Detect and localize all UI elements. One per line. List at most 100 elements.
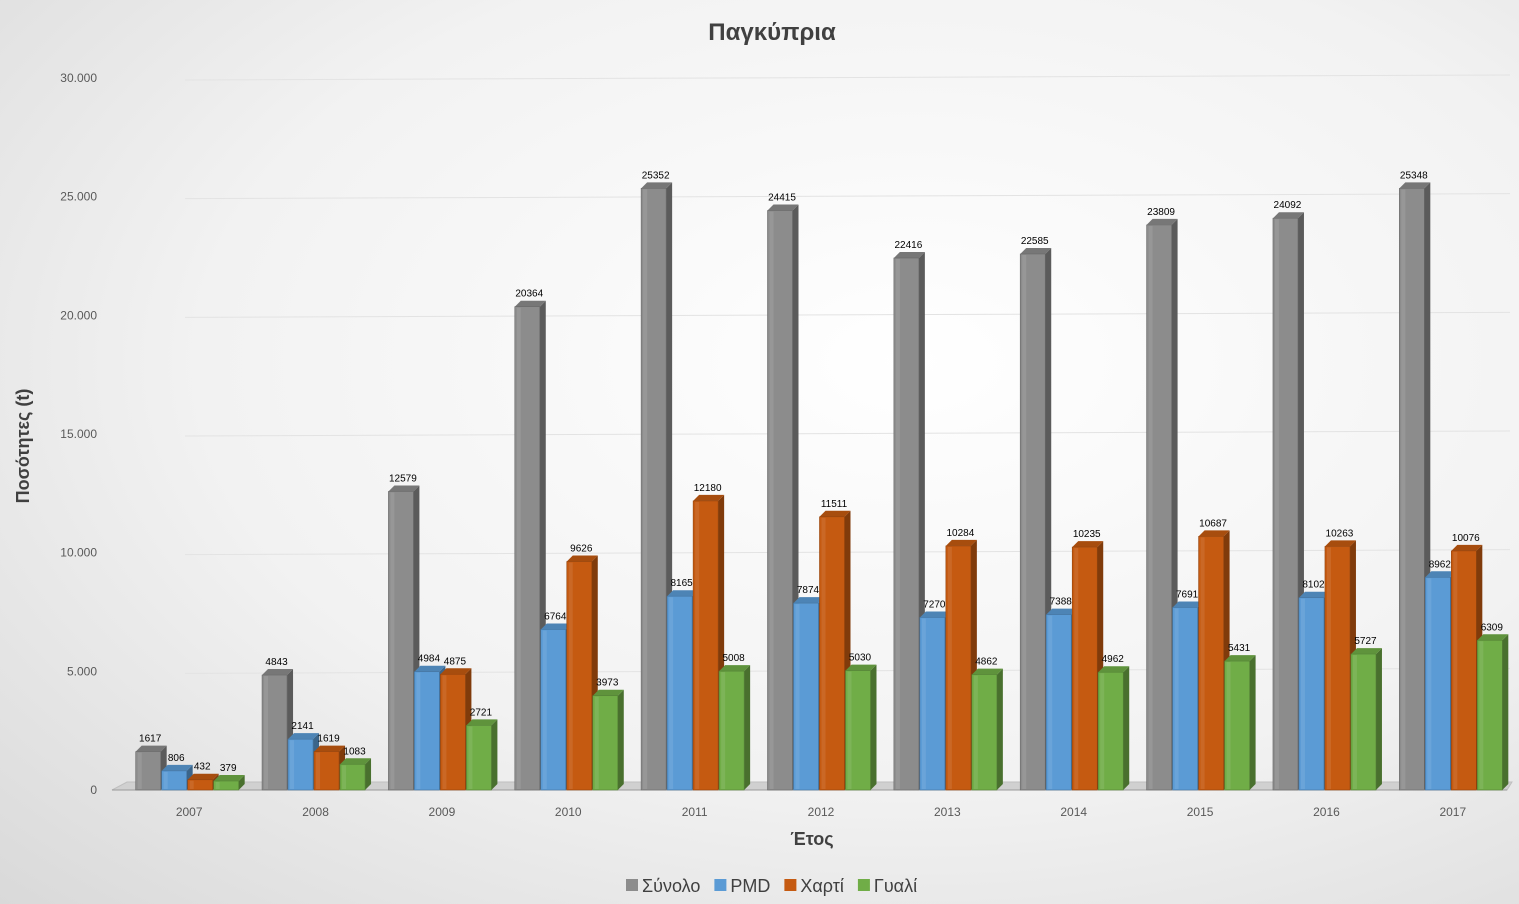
chart-title: Παγκύπρια	[708, 19, 836, 46]
bar	[1399, 182, 1431, 791]
x-tick-label: 2013	[934, 805, 961, 819]
x-tick-label: 2017	[1439, 805, 1466, 819]
bar	[466, 719, 498, 791]
bar	[640, 182, 673, 791]
legend-item: Γυαλί	[857, 876, 917, 896]
x-tick-label: 2014	[1060, 805, 1087, 819]
bar	[845, 664, 877, 791]
data-label: 806	[168, 753, 185, 764]
legend: Σύνολο PMD Χαρτί Γυαλί	[626, 876, 917, 896]
bar	[1350, 648, 1382, 791]
data-label: 12579	[389, 473, 417, 484]
legend-item: Σύνολο	[626, 876, 700, 896]
legend-label: Σύνολο	[642, 876, 700, 896]
bar	[1272, 212, 1304, 791]
legend-label: PMD	[730, 876, 770, 896]
y-axis-title: Ποσότητες (t)	[13, 389, 33, 504]
data-label: 1083	[343, 746, 366, 757]
data-label: 10284	[946, 528, 974, 539]
bar	[1224, 655, 1256, 791]
data-label: 3973	[596, 678, 619, 689]
legend-label: Χαρτί	[800, 876, 844, 896]
x-tick-label: 2015	[1187, 805, 1214, 819]
bar	[1019, 247, 1052, 791]
data-label: 1617	[139, 734, 162, 745]
y-tick-label: 30.000	[60, 71, 97, 85]
data-label: 7874	[797, 585, 820, 596]
data-label: 379	[220, 763, 237, 774]
data-label: 8165	[671, 578, 694, 589]
legend-item: PMD	[714, 876, 770, 896]
data-label: 24092	[1274, 200, 1302, 211]
data-label: 10263	[1326, 528, 1354, 539]
x-axis-ticks: 2007 2008 2009 2010 2011 2012 2013 2014 2015 2016…	[176, 805, 1467, 819]
y-axis-ticks: 0 5.000 10.000 15.000 20.000 25.000 30.000	[60, 71, 97, 797]
data-label: 2721	[470, 707, 493, 718]
bar	[161, 764, 193, 791]
data-label: 8102	[1302, 580, 1325, 591]
data-label: 5727	[1354, 636, 1377, 647]
gridline	[184, 311, 1511, 318]
data-label: 24415	[768, 193, 796, 204]
data-label: 8962	[1429, 559, 1452, 570]
data-label: 20364	[515, 289, 543, 300]
legend-swatch	[857, 879, 870, 891]
y-tick-label: 20.000	[60, 308, 97, 322]
data-label: 5431	[1228, 643, 1251, 654]
bar	[287, 733, 320, 791]
data-label: 10235	[1073, 529, 1101, 540]
data-label: 23809	[1147, 207, 1175, 218]
data-label: 2141	[291, 721, 314, 732]
x-tick-label: 2011	[682, 805, 708, 819]
legend-item: Χαρτί	[784, 876, 844, 896]
x-tick-label: 2009	[429, 805, 456, 819]
x-tick-label: 2008	[302, 805, 329, 819]
bar	[971, 668, 1003, 791]
data-label: 1619	[317, 734, 340, 745]
legend-label: Γυαλί	[874, 876, 917, 896]
y-tick-label: 25.000	[60, 190, 97, 204]
data-label: 4962	[1102, 654, 1125, 665]
y-tick-label: 15.000	[60, 427, 97, 441]
bars	[135, 182, 1509, 791]
data-label: 25348	[1400, 170, 1428, 181]
gridline	[184, 430, 1511, 437]
bar	[718, 665, 751, 791]
bar	[1097, 666, 1130, 791]
x-axis-title: Έτος	[790, 829, 833, 849]
bar	[213, 775, 245, 791]
data-label: 12180	[694, 483, 722, 494]
bar	[592, 689, 624, 791]
x-tick-label: 2007	[176, 805, 203, 819]
gridline	[184, 193, 1511, 200]
data-label: 10076	[1452, 533, 1480, 544]
y-tick-label: 5.000	[67, 664, 97, 678]
bar	[261, 669, 294, 791]
data-label: 5008	[723, 653, 746, 664]
data-label: 7691	[1176, 589, 1199, 600]
data-label: 5030	[849, 653, 872, 664]
bar	[440, 668, 472, 791]
data-label: 9626	[570, 544, 593, 555]
y-tick-label: 0	[90, 783, 97, 797]
bar	[388, 485, 420, 791]
data-label: 4875	[444, 656, 467, 667]
x-tick-label: 2012	[808, 805, 835, 819]
legend-swatch	[784, 879, 797, 891]
data-label: 22416	[894, 240, 922, 251]
data-label: 6309	[1481, 622, 1504, 633]
data-label: 10687	[1199, 518, 1227, 529]
legend-swatch	[714, 879, 727, 891]
data-label: 432	[194, 762, 211, 773]
legend-swatch	[626, 879, 638, 891]
gridline	[184, 74, 1511, 81]
bar	[1477, 634, 1509, 791]
data-label: 4862	[975, 657, 998, 668]
data-label: 25352	[642, 170, 670, 181]
data-label: 7388	[1050, 597, 1073, 608]
data-label: 4984	[418, 654, 441, 665]
x-tick-label: 2016	[1313, 805, 1340, 819]
